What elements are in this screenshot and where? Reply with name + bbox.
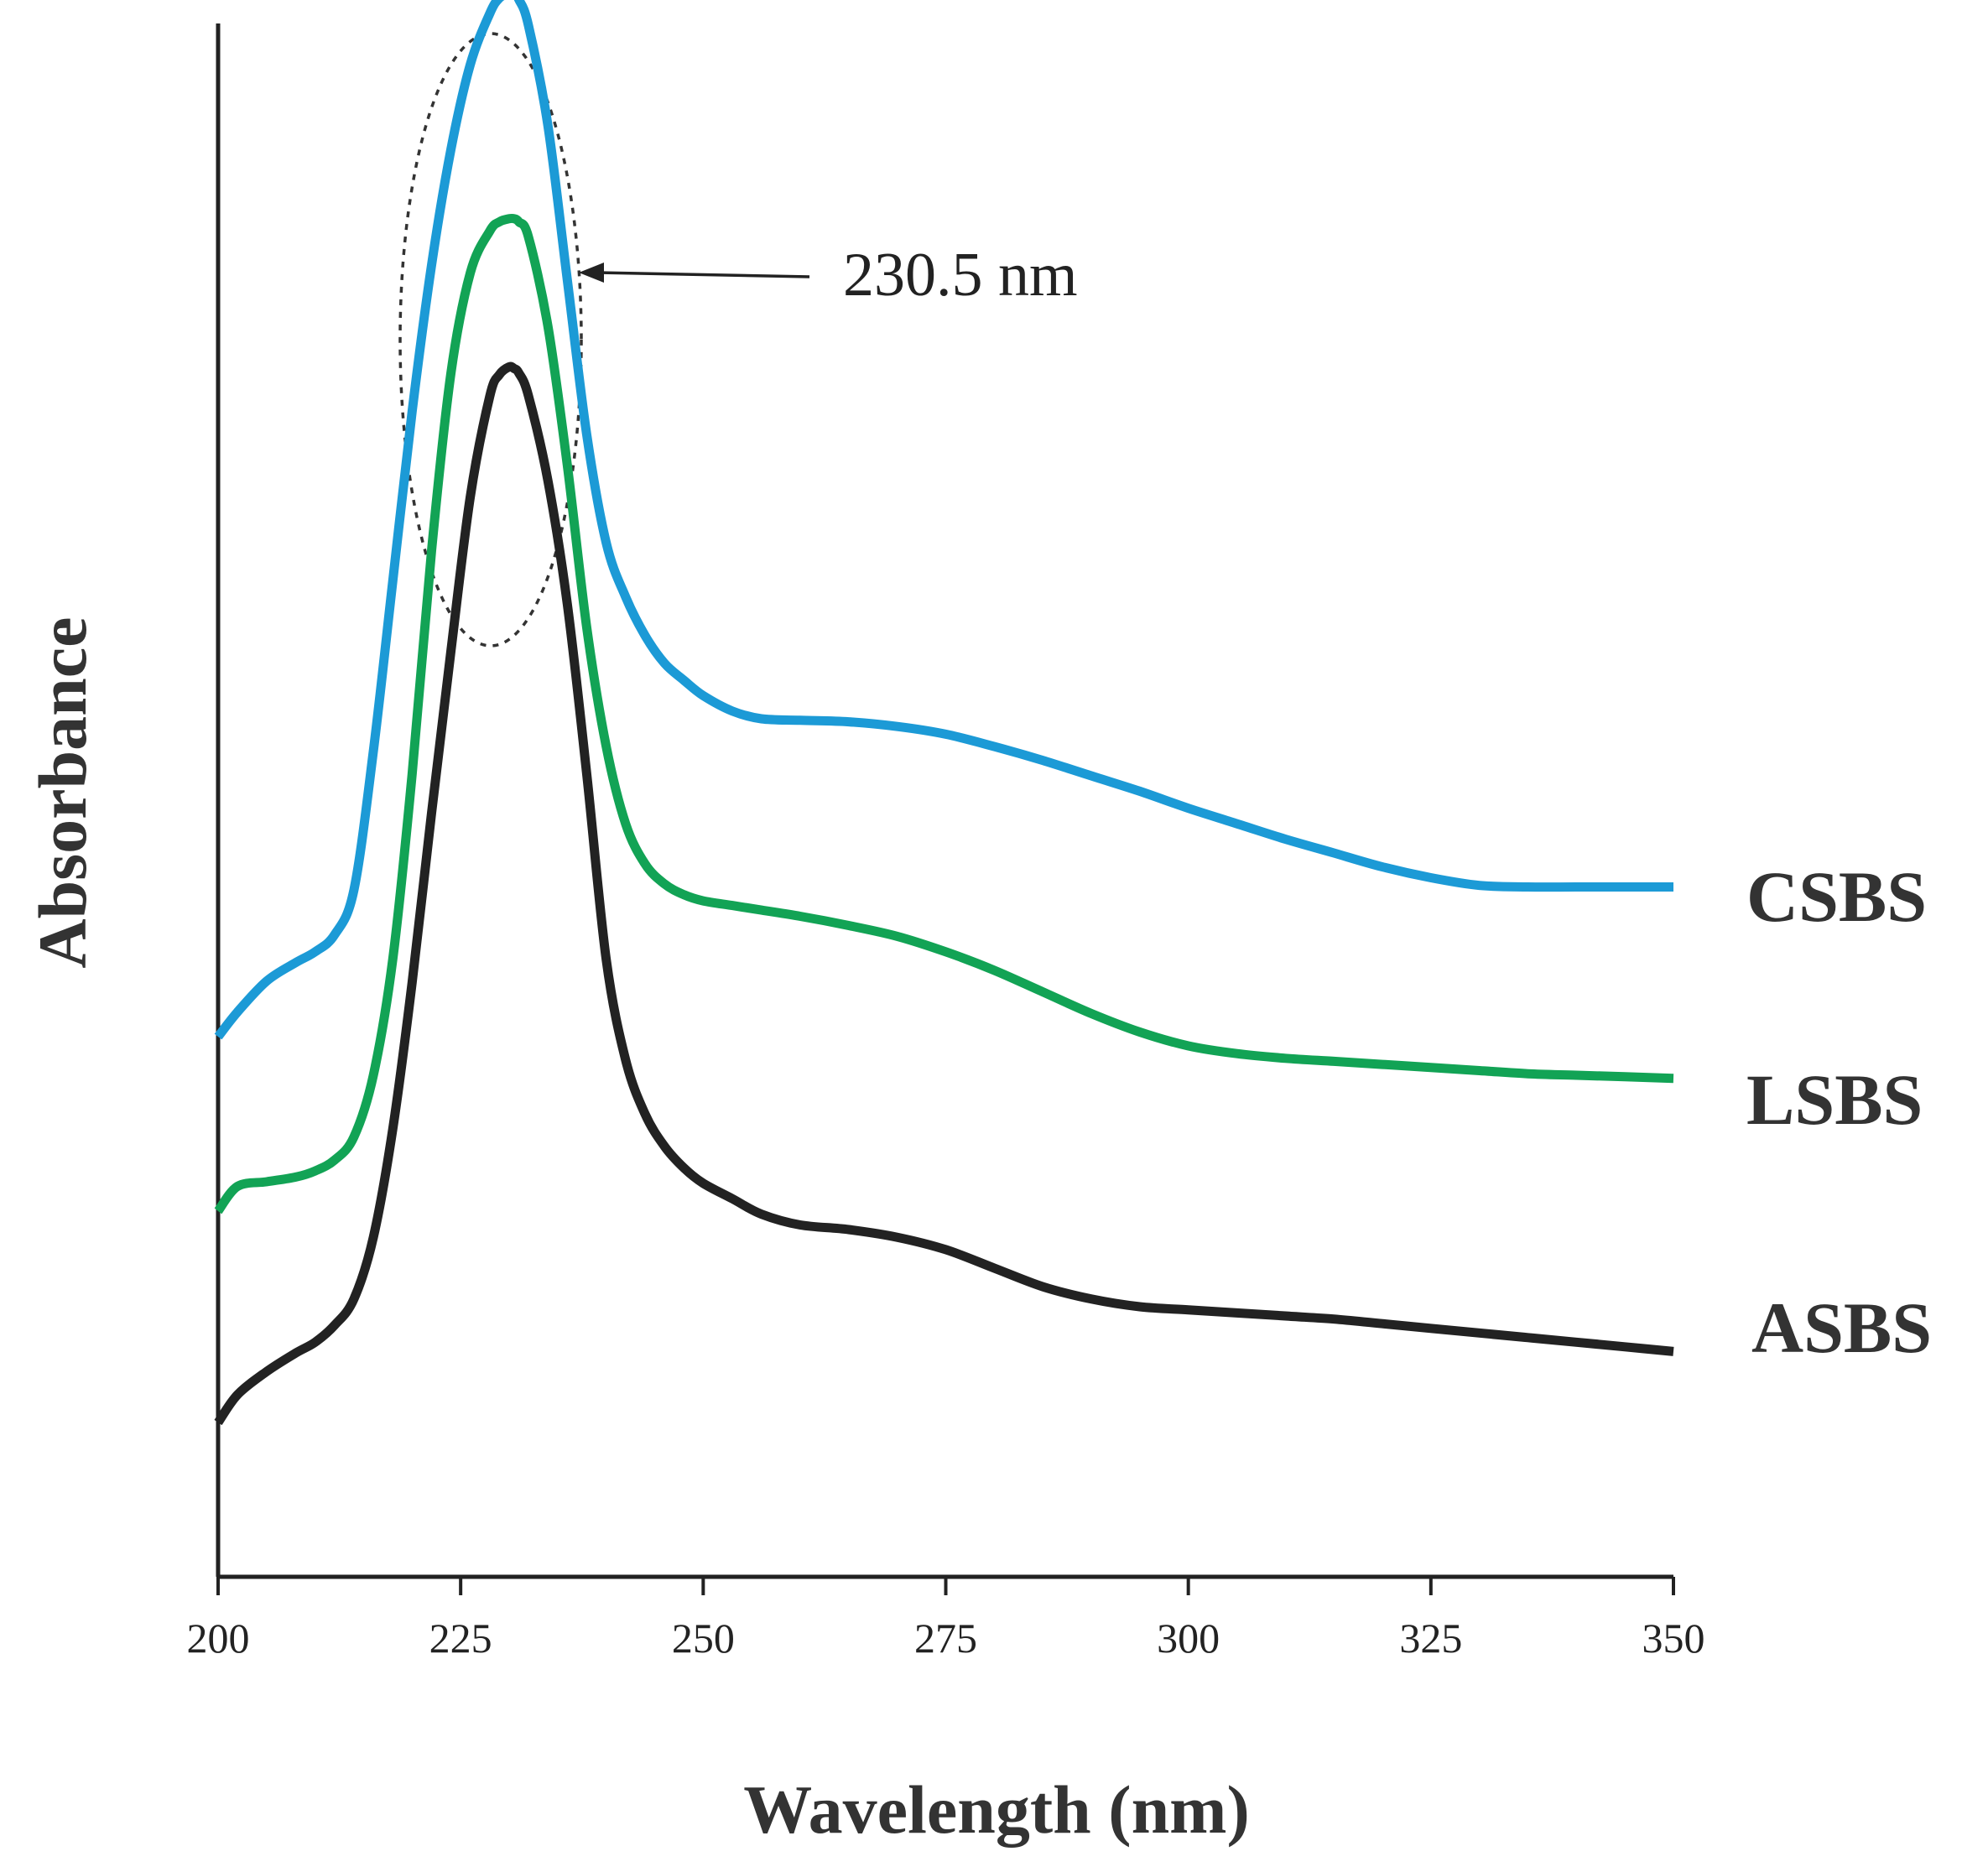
x-tick-label-325: 325 bbox=[1399, 1615, 1462, 1662]
series-label-csbs: CSBS bbox=[1746, 856, 1927, 937]
series-layer bbox=[214, 0, 1674, 1426]
x-axis-ticks: 200 225 250 275 300 325 350 bbox=[187, 1577, 1705, 1662]
peak-highlight-ellipse bbox=[398, 32, 583, 647]
x-tick-label-300: 300 bbox=[1157, 1615, 1220, 1662]
x-tick-label-275: 275 bbox=[914, 1615, 977, 1662]
series-labels: CSBS LSBS ASBS bbox=[1746, 856, 1932, 1368]
series-label-lsbs: LSBS bbox=[1746, 1059, 1923, 1140]
series-line-lsbs bbox=[214, 213, 1674, 1214]
x-tick-label-250: 250 bbox=[672, 1615, 735, 1662]
x-tick-label-350: 350 bbox=[1642, 1615, 1705, 1662]
x-tick-label-225: 225 bbox=[429, 1615, 492, 1662]
series-label-asbs: ASBS bbox=[1751, 1287, 1932, 1368]
annotation-arrow-line bbox=[596, 271, 810, 278]
series-line-asbs bbox=[214, 361, 1674, 1426]
series-line-csbs bbox=[214, 0, 1673, 1040]
y-axis-title: Absorbance bbox=[24, 616, 101, 968]
annotation-arrowhead bbox=[579, 263, 604, 283]
peak-wavelength-annotation: 230.5 nm bbox=[843, 241, 1078, 309]
x-axis-title: Wavelength (nm) bbox=[743, 1771, 1250, 1848]
x-tick-label-200: 200 bbox=[187, 1615, 250, 1662]
